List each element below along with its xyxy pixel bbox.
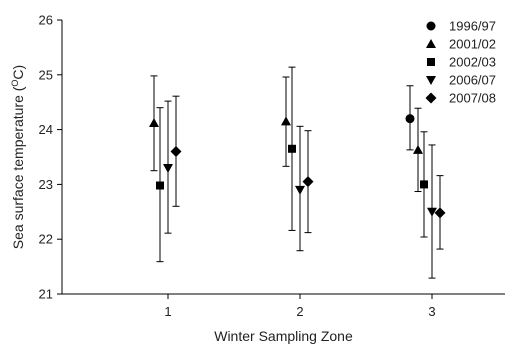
legend-label: 2006/07 xyxy=(449,73,496,88)
x-tick-label: 2 xyxy=(296,304,303,319)
legend-label: 2001/02 xyxy=(449,37,496,52)
y-tick-label: 26 xyxy=(39,13,53,28)
y-axis-title-tail: C) xyxy=(10,65,26,80)
y-tick-label: 22 xyxy=(39,232,53,247)
y-tick-label: 23 xyxy=(39,177,53,192)
y-tick-label: 24 xyxy=(39,122,53,137)
y-tick-label: 21 xyxy=(39,287,53,302)
legend: 1996/97 2001/02 2002/03 2006/07 2007/08 xyxy=(425,19,496,106)
x-tick-label: 3 xyxy=(428,304,435,319)
data-point xyxy=(281,116,291,126)
data-point xyxy=(288,144,296,153)
data-point xyxy=(413,144,423,154)
data-point xyxy=(170,146,182,158)
y-axis-title-main: Sea surface temperature ( xyxy=(10,86,26,249)
legend-label: 1996/97 xyxy=(449,19,496,34)
legend-marker xyxy=(426,39,436,48)
legend-label: 2002/03 xyxy=(449,55,496,70)
x-tick-label: 1 xyxy=(164,304,171,319)
legend-marker xyxy=(426,76,436,85)
data-point xyxy=(302,176,314,188)
y-axis-title: Sea surface temperature (OC) xyxy=(10,65,26,249)
data-point xyxy=(149,118,159,128)
error-bars xyxy=(150,66,444,279)
legend-label: 2007/08 xyxy=(449,91,496,106)
x-axis-title: Winter Sampling Zone xyxy=(214,328,353,344)
data-markers xyxy=(149,114,446,219)
y-tick-label: 25 xyxy=(39,67,53,82)
legend-marker xyxy=(426,21,436,31)
x-ticks: 1 2 3 xyxy=(164,294,436,319)
legend-marker xyxy=(425,92,437,104)
data-point xyxy=(420,180,428,189)
data-point xyxy=(163,163,173,173)
y-ticks: 21 22 23 24 25 26 xyxy=(39,13,62,302)
data-point xyxy=(295,185,305,195)
data-point xyxy=(156,181,164,190)
axes xyxy=(61,20,505,295)
legend-marker xyxy=(427,58,435,66)
data-point xyxy=(405,114,415,124)
data-point xyxy=(427,207,437,217)
y-axis-title-superscript: O xyxy=(10,80,20,87)
data-point xyxy=(434,207,446,219)
